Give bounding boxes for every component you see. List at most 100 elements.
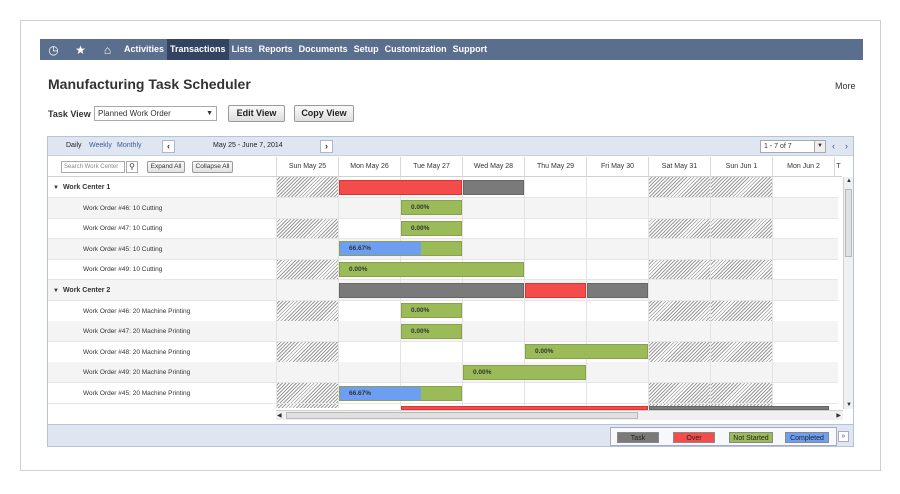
legend: Task Over Not Started Completed [610, 427, 837, 446]
nav-customization[interactable]: Customization [384, 44, 447, 54]
task-view-select[interactable]: Planned Work Order ▼ [94, 106, 217, 121]
task-bar[interactable] [339, 282, 524, 298]
nav-activities[interactable]: Activities [124, 44, 165, 54]
work-order-bar[interactable]: 66.67% [339, 241, 462, 257]
progress-label: 0.00% [535, 348, 554, 356]
legend-over: Over [673, 432, 715, 443]
work-order-row[interactable]: Work Order #48: 20 Machine Printing [48, 342, 838, 363]
date-range-label: May 25 - June 7, 2014 [213, 142, 283, 149]
prev-page-icon[interactable]: ‹ [832, 141, 835, 151]
collapse-triangle-icon[interactable]: ▼ [53, 185, 59, 191]
nav-setup[interactable]: Setup [353, 44, 379, 54]
progress-label: 0.00% [411, 224, 430, 232]
task-bar[interactable] [587, 282, 648, 298]
home-icon[interactable]: ⌂ [103, 42, 112, 57]
chevron-down-icon: ▼ [206, 110, 213, 117]
day-header: Thu May 29 [524, 157, 586, 177]
work-center-row[interactable]: ▼ Work Center 1 [48, 177, 838, 198]
collapse-triangle-icon[interactable]: ▼ [53, 288, 59, 294]
expand-all-button[interactable]: Expand All [147, 161, 185, 173]
work-order-row[interactable]: Work Order #45: 20 Machine Printing [48, 383, 838, 404]
over-bar[interactable] [339, 179, 462, 195]
task-bar[interactable] [463, 179, 524, 195]
work-order-bar[interactable]: 0.00% [525, 344, 648, 360]
work-order-label: Work Order #47: 10 Cutting [83, 225, 163, 233]
day-header: Sun Jun 1 [710, 157, 772, 177]
over-bar[interactable] [401, 406, 648, 410]
work-order-row[interactable]: Work Order #49: 20 Machine Printing [48, 362, 838, 384]
main-nav: ◷ ★ ⌂ Activities Transactions Lists Repo… [40, 39, 863, 60]
more-link[interactable]: More [835, 81, 856, 91]
nav-transactions[interactable]: Transactions [167, 39, 229, 60]
work-order-label: Work Order #48: 20 Machine Printing [83, 348, 191, 356]
work-order-label: Work Order #45: 20 Machine Printing [83, 390, 191, 397]
nav-documents[interactable]: Documents [298, 44, 348, 54]
work-order-bar[interactable]: 0.00% [401, 303, 462, 319]
day-header: Tue May 27 [400, 157, 462, 177]
work-order-row[interactable]: Work Order #49: 10 Cutting [48, 259, 838, 281]
day-header: Fri May 30 [586, 157, 648, 177]
vertical-scroll-thumb[interactable] [845, 189, 852, 257]
vertical-scrollbar[interactable]: ▲ ▼ [843, 177, 853, 409]
page-title: Manufacturing Task Scheduler [48, 76, 251, 92]
copy-view-button[interactable]: Copy View [294, 105, 354, 122]
work-order-row[interactable]: Work Order #47: 10 Cutting [48, 218, 838, 240]
collapse-all-button[interactable]: Collapse All [192, 161, 233, 173]
row-label: ▼ Work Center 2 [53, 280, 110, 301]
work-center-label: Work Center 2 [62, 287, 111, 294]
work-order-row[interactable]: Work Order #46: 20 Machine Printing [48, 301, 838, 322]
edit-view-button[interactable]: Edit View [228, 105, 285, 122]
scroll-left-icon[interactable]: ◀ [277, 413, 282, 419]
work-order-bar[interactable]: 0.00% [463, 364, 586, 380]
next-page-icon[interactable]: › [845, 141, 848, 151]
search-work-center-input[interactable]: Search Work Center [61, 161, 125, 173]
horizontal-scroll-thumb[interactable] [286, 412, 638, 419]
recent-icon[interactable]: ◷ [48, 42, 59, 57]
nav-support[interactable]: Support [452, 44, 488, 54]
progress-label: 66.67% [349, 245, 372, 253]
resource-header: Search Work Center ⚲ Expand All Collapse… [48, 157, 276, 177]
chevron-down-icon: ▼ [814, 141, 825, 152]
scroll-right-icon[interactable]: ▶ [836, 413, 841, 419]
day-divider [524, 177, 525, 408]
day-divider [276, 177, 277, 408]
day-header: Mon May 26 [338, 157, 400, 177]
zoom-weekly[interactable]: Weekly [89, 142, 112, 149]
horizontal-scrollbar[interactable]: ◀ ▶ [276, 410, 843, 420]
nav-reports[interactable]: Reports [258, 44, 293, 54]
legend-task: Task [617, 432, 659, 443]
next-range-button[interactable]: › [320, 140, 333, 153]
task-view-value: Planned Work Order [98, 109, 171, 118]
day-divider [648, 177, 649, 408]
search-icon[interactable]: ⚲ [126, 161, 138, 173]
work-order-bar[interactable]: 0.00% [401, 220, 462, 236]
progress-label: 0.00% [411, 327, 430, 335]
over-bar[interactable] [525, 282, 586, 298]
legend-completed: Completed [785, 432, 829, 443]
day-header: Sat May 31 [648, 157, 710, 177]
work-order-bar[interactable]: 66.67% [339, 385, 462, 401]
progress-label: 66.67% [349, 389, 372, 397]
scroll-down-icon[interactable]: ▼ [846, 402, 852, 408]
scroll-up-icon[interactable]: ▲ [846, 178, 852, 184]
pager-select[interactable]: 1 - 7 of 7 ▼ [760, 140, 826, 153]
star-icon[interactable]: ★ [75, 42, 86, 57]
prev-range-button[interactable]: ‹ [162, 140, 175, 153]
double-chevron-down-icon[interactable]: » [838, 431, 849, 442]
progress-fill [340, 386, 421, 400]
pager-value: 1 - 7 of 7 [764, 143, 792, 150]
task-bar[interactable] [649, 406, 829, 410]
progress-label: 0.00% [473, 368, 492, 376]
row-label: ▼ Work Center 1 [53, 177, 110, 198]
day-divider [338, 177, 339, 408]
work-order-label: Work Order #49: 20 Machine Printing [83, 369, 191, 377]
zoom-daily[interactable]: Daily [66, 142, 82, 149]
zoom-monthly[interactable]: Monthly [117, 142, 142, 149]
work-order-bar[interactable]: 0.00% [401, 200, 462, 216]
work-order-label: Work Order #49: 10 Cutting [83, 266, 163, 274]
work-order-bar[interactable]: 0.00% [339, 261, 524, 277]
work-order-bar[interactable]: 0.00% [401, 323, 462, 339]
work-order-label: Work Order #46: 10 Cutting [83, 204, 163, 212]
work-order-label: Work Order #47: 20 Machine Printing [83, 328, 191, 336]
nav-lists[interactable]: Lists [231, 44, 253, 54]
